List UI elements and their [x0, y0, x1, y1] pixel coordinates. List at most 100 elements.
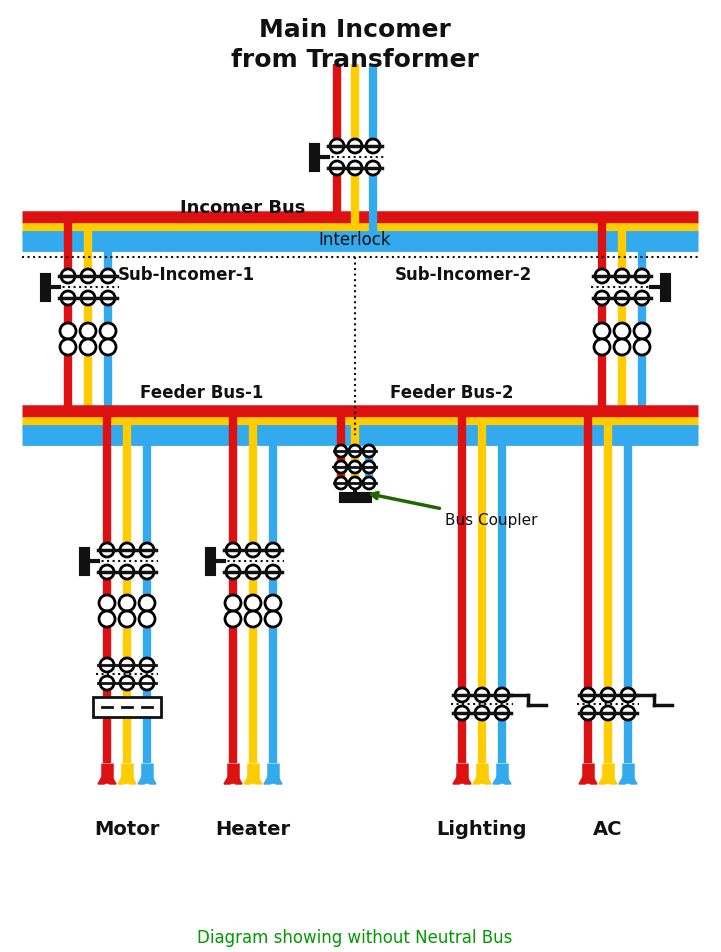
Circle shape: [61, 269, 75, 284]
Circle shape: [335, 478, 347, 489]
Circle shape: [120, 544, 134, 558]
FancyArrow shape: [599, 768, 617, 784]
Circle shape: [495, 688, 509, 703]
Circle shape: [246, 544, 260, 558]
Circle shape: [226, 565, 240, 580]
Circle shape: [60, 324, 76, 340]
Circle shape: [335, 446, 347, 458]
Circle shape: [101, 291, 115, 306]
Circle shape: [363, 478, 375, 489]
FancyArrow shape: [493, 768, 511, 784]
Bar: [93, 697, 161, 717]
FancyArrow shape: [118, 768, 136, 784]
Circle shape: [348, 140, 362, 154]
Circle shape: [349, 462, 361, 473]
Circle shape: [100, 544, 114, 558]
Circle shape: [349, 446, 361, 458]
Circle shape: [140, 659, 154, 672]
Circle shape: [139, 595, 155, 611]
Circle shape: [581, 706, 595, 721]
Circle shape: [635, 291, 649, 306]
Circle shape: [635, 269, 649, 284]
FancyArrow shape: [244, 768, 262, 784]
Circle shape: [140, 676, 154, 690]
FancyArrow shape: [619, 768, 637, 784]
Circle shape: [349, 478, 361, 489]
Circle shape: [265, 611, 281, 627]
Circle shape: [595, 291, 609, 306]
Circle shape: [615, 269, 629, 284]
Circle shape: [366, 162, 380, 176]
Text: Incomer Bus: Incomer Bus: [180, 199, 306, 217]
Circle shape: [330, 140, 344, 154]
FancyArrow shape: [138, 768, 156, 784]
FancyArrow shape: [264, 768, 282, 784]
Circle shape: [614, 340, 630, 356]
FancyArrow shape: [98, 768, 116, 784]
Text: Sub-Incomer-2: Sub-Incomer-2: [395, 266, 532, 284]
Circle shape: [120, 565, 134, 580]
Circle shape: [100, 324, 116, 340]
Circle shape: [100, 659, 114, 672]
Circle shape: [266, 565, 280, 580]
Circle shape: [245, 611, 261, 627]
Circle shape: [60, 340, 76, 356]
Circle shape: [120, 659, 134, 672]
Circle shape: [634, 340, 650, 356]
Circle shape: [601, 688, 615, 703]
Circle shape: [634, 324, 650, 340]
Circle shape: [266, 544, 280, 558]
Circle shape: [226, 544, 240, 558]
Circle shape: [80, 324, 96, 340]
Circle shape: [100, 340, 116, 356]
Circle shape: [363, 446, 375, 458]
Circle shape: [99, 595, 115, 611]
Circle shape: [495, 706, 509, 721]
Text: Motor: Motor: [94, 820, 159, 839]
Circle shape: [119, 595, 135, 611]
Text: Diagram showing without Neutral Bus: Diagram showing without Neutral Bus: [198, 928, 513, 946]
Text: Main Incomer
from Transformer: Main Incomer from Transformer: [231, 18, 479, 71]
Circle shape: [120, 676, 134, 690]
Circle shape: [100, 565, 114, 580]
Circle shape: [581, 688, 595, 703]
FancyArrow shape: [579, 768, 597, 784]
Circle shape: [335, 462, 347, 473]
Circle shape: [621, 688, 635, 703]
FancyArrow shape: [453, 768, 471, 784]
Text: AC: AC: [593, 820, 623, 839]
Circle shape: [61, 291, 75, 306]
Circle shape: [265, 595, 281, 611]
Circle shape: [455, 706, 469, 721]
Text: Heater: Heater: [216, 820, 291, 839]
Circle shape: [81, 291, 95, 306]
Circle shape: [363, 462, 375, 473]
Circle shape: [475, 688, 489, 703]
Circle shape: [621, 706, 635, 721]
Text: Interlock: Interlock: [319, 230, 392, 248]
Text: Lighting: Lighting: [437, 820, 527, 839]
Circle shape: [140, 565, 154, 580]
Text: Bus Coupler: Bus Coupler: [371, 493, 537, 527]
Circle shape: [245, 595, 261, 611]
Circle shape: [348, 162, 362, 176]
Circle shape: [246, 565, 260, 580]
Circle shape: [455, 688, 469, 703]
Circle shape: [330, 162, 344, 176]
Circle shape: [139, 611, 155, 627]
Circle shape: [366, 140, 380, 154]
Circle shape: [80, 340, 96, 356]
Circle shape: [475, 706, 489, 721]
Text: Feeder Bus-2: Feeder Bus-2: [390, 384, 513, 402]
Circle shape: [81, 269, 95, 284]
FancyArrow shape: [473, 768, 491, 784]
Circle shape: [140, 544, 154, 558]
Circle shape: [594, 324, 610, 340]
FancyArrow shape: [224, 768, 242, 784]
Circle shape: [615, 291, 629, 306]
Circle shape: [225, 611, 241, 627]
Circle shape: [225, 595, 241, 611]
Circle shape: [601, 706, 615, 721]
Circle shape: [101, 269, 115, 284]
Text: Sub-Incomer-1: Sub-Incomer-1: [118, 266, 255, 284]
